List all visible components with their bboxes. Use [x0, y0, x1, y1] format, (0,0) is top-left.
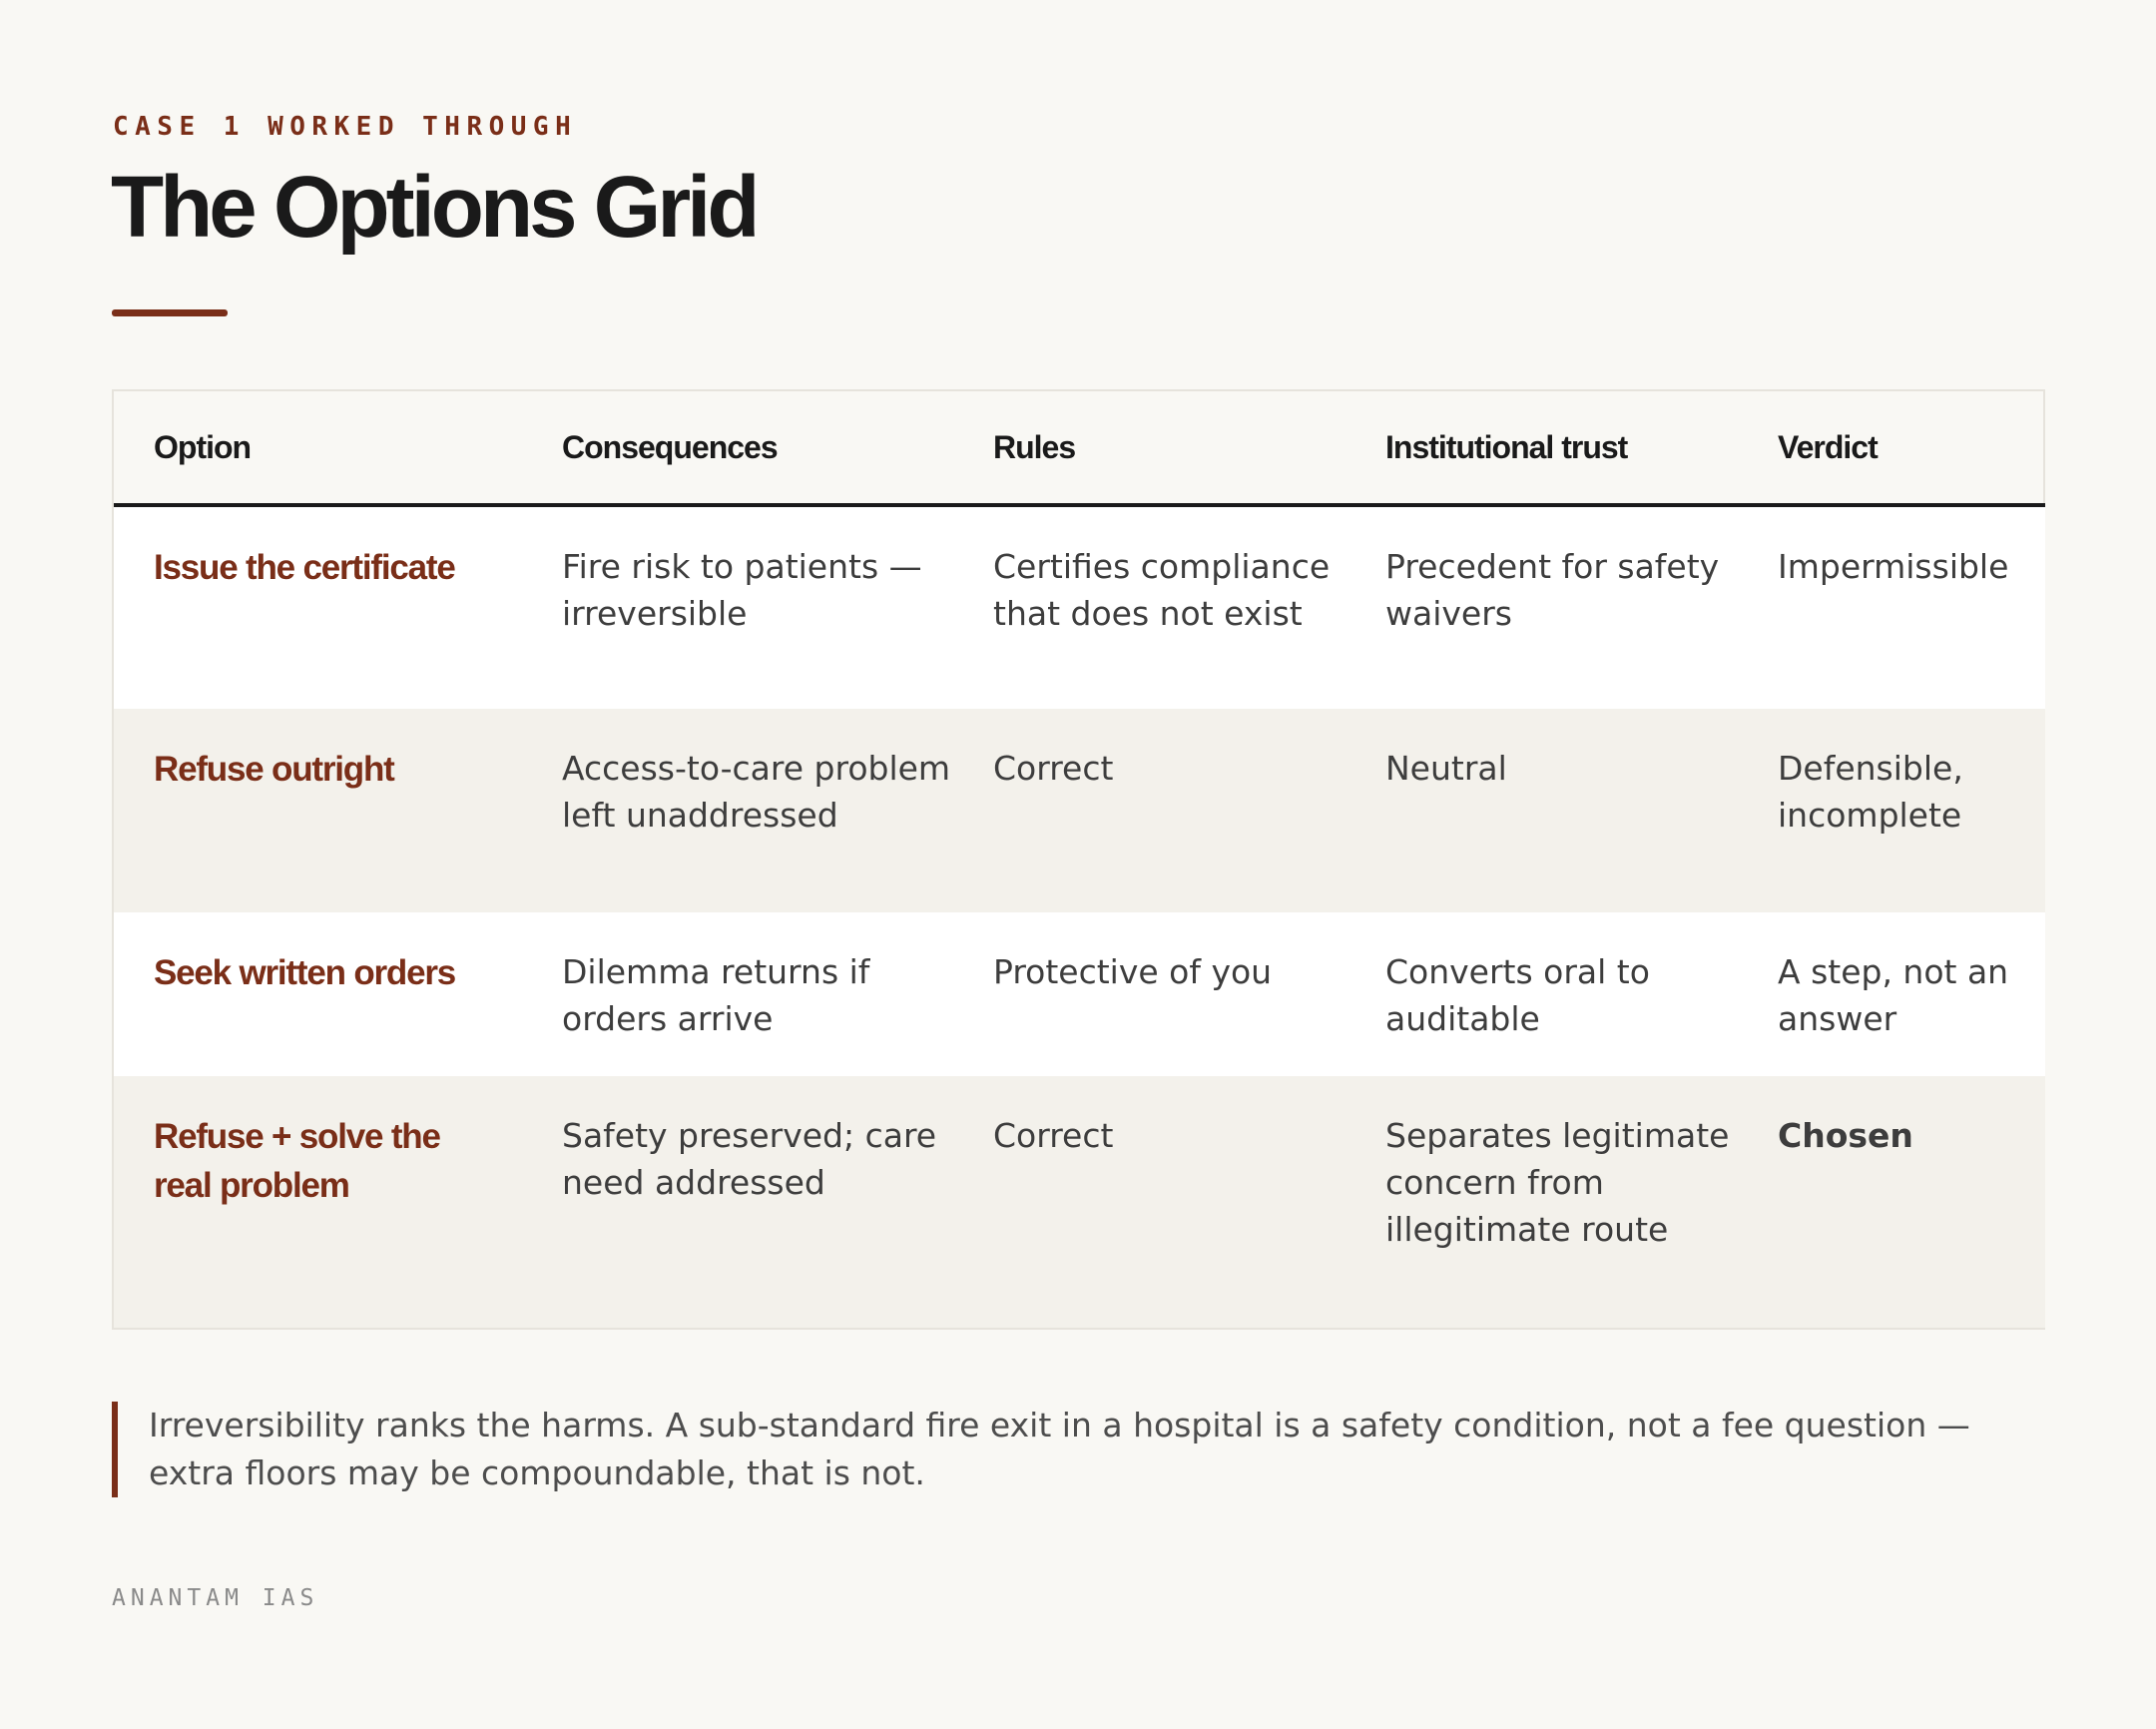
- column-header-option: Option: [114, 391, 522, 507]
- callout-note: Irreversibility ranks the harms. A sub-s…: [112, 1402, 2008, 1497]
- table-header-row: Option Consequences Rules Institutional …: [114, 391, 2045, 507]
- institutional-trust-cell: Converts oral to auditable: [1385, 952, 1650, 1038]
- table-row: Refuse + solve the real problem Safety p…: [114, 1076, 2045, 1328]
- consequences-cell: Fire risk to patients — irreversible: [562, 547, 922, 633]
- table-row: Seek written orders Dilemma returns if o…: [114, 912, 2045, 1076]
- column-header-institutional-trust: Institutional trust: [1346, 391, 1738, 507]
- table-row: Issue the certificate Fire risk to patie…: [114, 505, 2045, 709]
- options-table: Option Consequences Rules Institutional …: [114, 391, 2045, 1328]
- rules-cell: Correct: [993, 749, 1114, 788]
- column-header-consequences: Consequences: [522, 391, 953, 507]
- options-grid: Option Consequences Rules Institutional …: [112, 389, 2045, 1330]
- verdict-cell: Impermissible: [1778, 547, 2009, 586]
- eyebrow-label: CASE 1 WORKED THROUGH: [113, 112, 578, 142]
- table-row: Refuse outright Access-to-care problem l…: [114, 709, 2045, 912]
- option-cell: Refuse outright: [154, 750, 395, 789]
- institutional-trust-cell: Neutral: [1385, 749, 1507, 788]
- consequences-cell: Dilemma returns if orders arrive: [562, 952, 870, 1038]
- institutional-trust-cell: Separates legitimate concern from illegi…: [1385, 1116, 1730, 1249]
- institutional-trust-cell: Precedent for safety waivers: [1385, 547, 1720, 633]
- page-title: The Options Grid: [111, 159, 760, 256]
- option-cell: Refuse + solve the real problem: [154, 1117, 441, 1205]
- footer-brand: ANANTAM IAS: [112, 1585, 319, 1611]
- consequences-cell: Safety preserved; care need addressed: [562, 1116, 937, 1202]
- verdict-cell: A step, not an answer: [1778, 952, 2009, 1038]
- title-underline: [112, 309, 228, 316]
- rules-cell: Correct: [993, 1116, 1114, 1155]
- rules-cell: Protective of you: [993, 952, 1273, 991]
- option-cell: Issue the certificate: [154, 548, 456, 587]
- consequences-cell: Access-to-care problem left unaddressed: [562, 749, 951, 835]
- verdict-cell-chosen: Chosen: [1778, 1116, 1913, 1155]
- verdict-cell: Defensible, incomplete: [1778, 749, 1963, 835]
- rules-cell: Certifies compliance that does not exist: [993, 547, 1331, 633]
- option-cell: Seek written orders: [154, 953, 456, 992]
- column-header-verdict: Verdict: [1738, 391, 2045, 507]
- column-header-rules: Rules: [953, 391, 1346, 507]
